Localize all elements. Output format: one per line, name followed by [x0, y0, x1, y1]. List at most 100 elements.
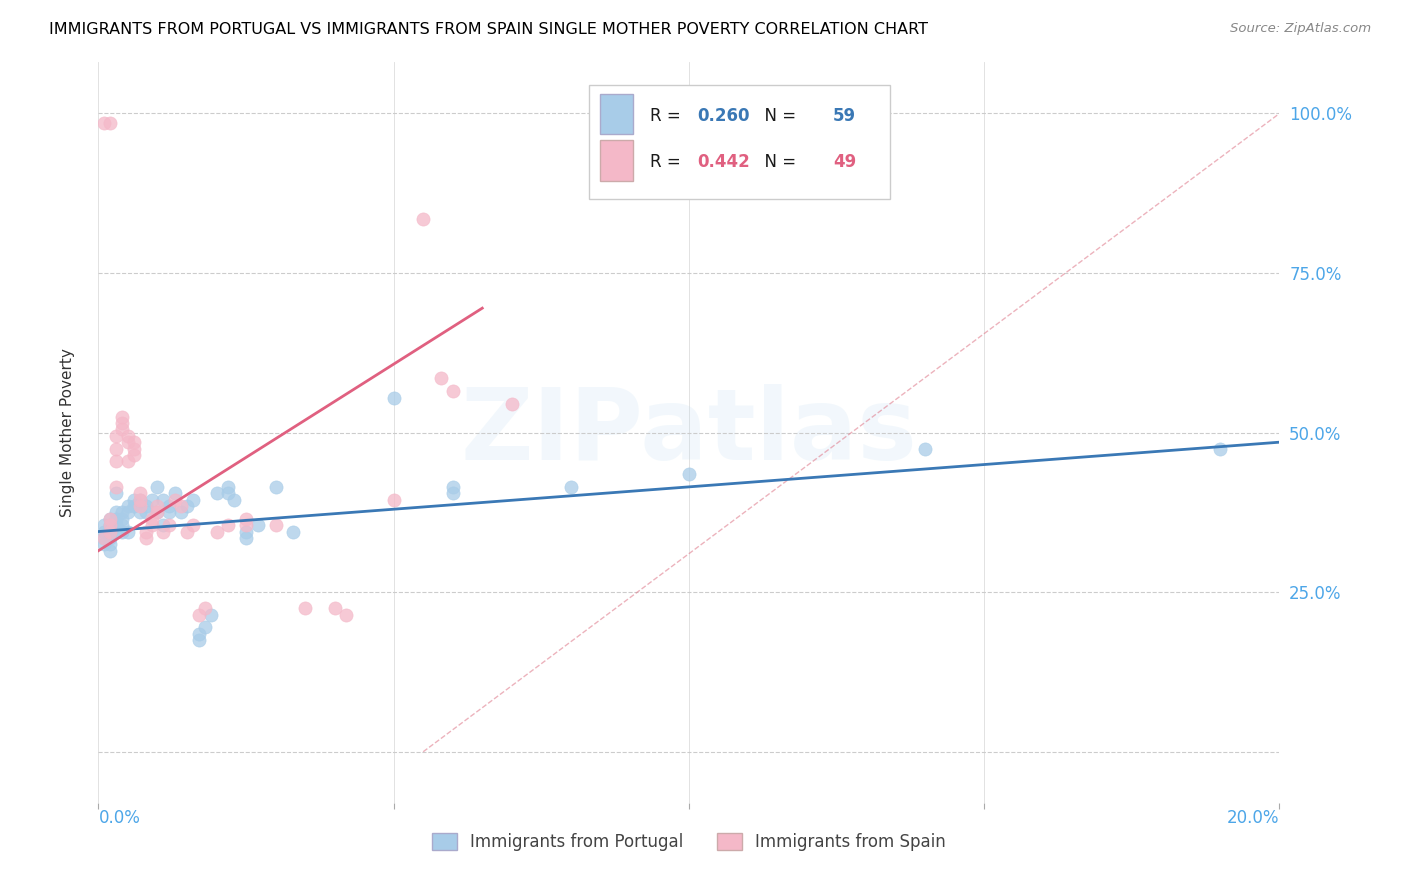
Point — [122, 499, 145, 513]
Point — [105, 442, 128, 456]
Text: N =: N = — [754, 107, 801, 125]
Point — [105, 480, 128, 494]
Point — [111, 409, 134, 424]
Point — [141, 518, 163, 533]
Point — [135, 499, 157, 513]
Point — [181, 492, 204, 507]
Point — [117, 499, 139, 513]
Y-axis label: Single Mother Poverty: Single Mother Poverty — [60, 348, 75, 517]
Point — [205, 524, 228, 539]
Point — [111, 524, 134, 539]
Point — [141, 492, 163, 507]
Point — [235, 512, 257, 526]
Text: IMMIGRANTS FROM PORTUGAL VS IMMIGRANTS FROM SPAIN SINGLE MOTHER POVERTY CORRELAT: IMMIGRANTS FROM PORTUGAL VS IMMIGRANTS F… — [49, 22, 928, 37]
Text: R =: R = — [650, 107, 686, 125]
Point — [93, 537, 115, 551]
Point — [98, 543, 121, 558]
Point — [146, 480, 169, 494]
Point — [93, 531, 115, 545]
Point — [176, 524, 198, 539]
Point — [122, 492, 145, 507]
Point — [98, 524, 121, 539]
Point — [187, 633, 209, 648]
Point — [181, 518, 204, 533]
Point — [152, 492, 174, 507]
Point — [98, 512, 121, 526]
Point — [246, 518, 269, 533]
Point — [117, 429, 139, 443]
Point — [382, 492, 405, 507]
Point — [152, 518, 174, 533]
Point — [194, 601, 217, 615]
Point — [111, 505, 134, 519]
Point — [187, 607, 209, 622]
Point — [98, 518, 121, 533]
Text: 20.0%: 20.0% — [1227, 809, 1279, 827]
Point — [501, 397, 523, 411]
Point — [187, 626, 209, 640]
Point — [205, 486, 228, 500]
Point — [117, 505, 139, 519]
Point — [914, 442, 936, 456]
Point — [117, 454, 139, 468]
Point — [105, 505, 128, 519]
Point — [194, 620, 217, 634]
Point — [117, 524, 139, 539]
Point — [141, 512, 163, 526]
Point — [152, 524, 174, 539]
Point — [412, 211, 434, 226]
Point — [170, 505, 193, 519]
Point — [111, 512, 134, 526]
Point — [165, 492, 187, 507]
Point — [146, 499, 169, 513]
Text: 59: 59 — [832, 107, 856, 125]
FancyBboxPatch shape — [589, 85, 890, 200]
Point — [1209, 442, 1232, 456]
Point — [93, 518, 115, 533]
Point — [157, 518, 180, 533]
Text: R =: R = — [650, 153, 686, 171]
FancyBboxPatch shape — [600, 140, 634, 181]
Point — [135, 524, 157, 539]
Point — [217, 518, 239, 533]
Point — [98, 524, 121, 539]
Point — [117, 435, 139, 450]
Text: 0.260: 0.260 — [697, 107, 749, 125]
Point — [93, 116, 115, 130]
Legend: Immigrants from Portugal, Immigrants from Spain: Immigrants from Portugal, Immigrants fro… — [425, 826, 953, 857]
Point — [105, 524, 128, 539]
FancyBboxPatch shape — [600, 94, 634, 135]
Point — [122, 442, 145, 456]
Text: 49: 49 — [832, 153, 856, 171]
Point — [170, 499, 193, 513]
Point — [335, 607, 357, 622]
Point — [382, 391, 405, 405]
Point — [224, 492, 246, 507]
Point — [111, 518, 134, 533]
Point — [105, 486, 128, 500]
Text: ZIPatlas: ZIPatlas — [461, 384, 917, 481]
Point — [441, 384, 464, 398]
Point — [93, 531, 115, 545]
Point — [264, 518, 287, 533]
Point — [111, 416, 134, 430]
Text: 0.442: 0.442 — [697, 153, 749, 171]
Point — [235, 524, 257, 539]
Point — [93, 524, 115, 539]
Point — [441, 486, 464, 500]
Point — [98, 116, 121, 130]
Point — [135, 531, 157, 545]
Point — [441, 480, 464, 494]
Point — [122, 435, 145, 450]
Point — [678, 467, 700, 482]
Point — [165, 486, 187, 500]
Point — [430, 371, 453, 385]
Point — [128, 505, 150, 519]
Point — [235, 531, 257, 545]
Point — [157, 505, 180, 519]
Text: N =: N = — [754, 153, 801, 171]
Point — [294, 601, 316, 615]
Point — [105, 429, 128, 443]
Point — [128, 486, 150, 500]
Point — [560, 480, 582, 494]
